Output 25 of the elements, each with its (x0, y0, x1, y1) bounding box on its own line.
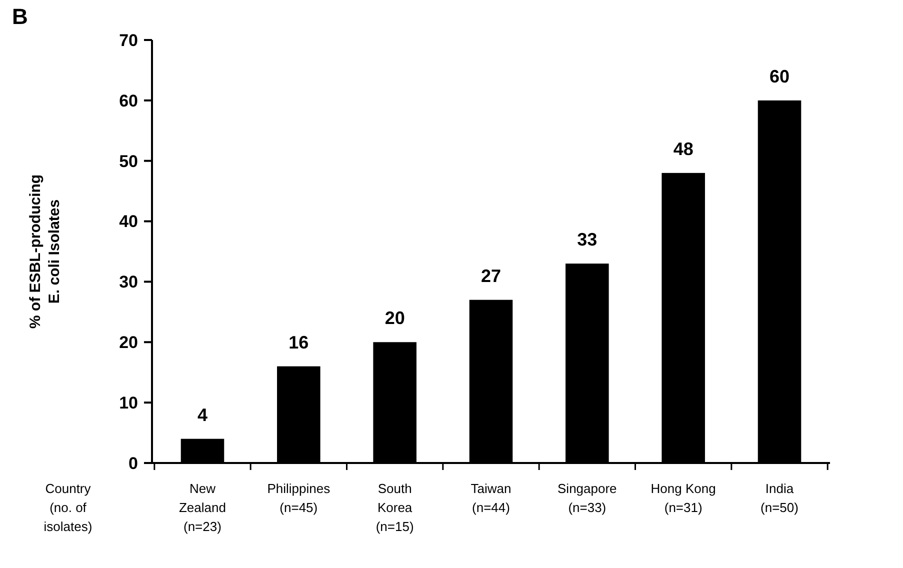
data-label: 48 (673, 138, 694, 159)
y-tick-label: 10 (119, 394, 138, 413)
x-axis-title: Country (no. of isolates) (44, 481, 92, 534)
data-label: 27 (480, 266, 502, 286)
x-tick-label: India (n=50) (760, 481, 798, 515)
y-tick-label: 70 (119, 30, 138, 50)
y-tick-label: 20 (119, 333, 138, 352)
y-tick-label: 30 (119, 272, 138, 292)
y-tick-label: 50 (119, 152, 138, 171)
text: B (12, 4, 28, 29)
data-label: 60 (769, 66, 790, 86)
y-tick-label: 40 (119, 212, 138, 232)
x-tick-label: Hong Kong (n=31) (650, 481, 716, 515)
x-tick-label: Philippines (n=45) (267, 481, 331, 515)
y-tick-label: 0 (128, 454, 138, 473)
data-label: 33 (577, 230, 598, 250)
x-tick-label: Singapore (n=33) (558, 481, 617, 515)
x-tick-label: Taiwan (n=44) (470, 481, 512, 515)
data-label: 20 (384, 308, 405, 328)
x-tick-label: New Zealand (n=23) (178, 481, 226, 534)
y-axis-title: % of ESBL-producing E. coli Isolates (27, 174, 63, 329)
data-label: 4 (197, 404, 208, 425)
y-tick-label: 60 (119, 91, 138, 110)
data-label: 16 (288, 332, 309, 352)
x-tick-label: South Korea (n=15) (376, 481, 414, 534)
